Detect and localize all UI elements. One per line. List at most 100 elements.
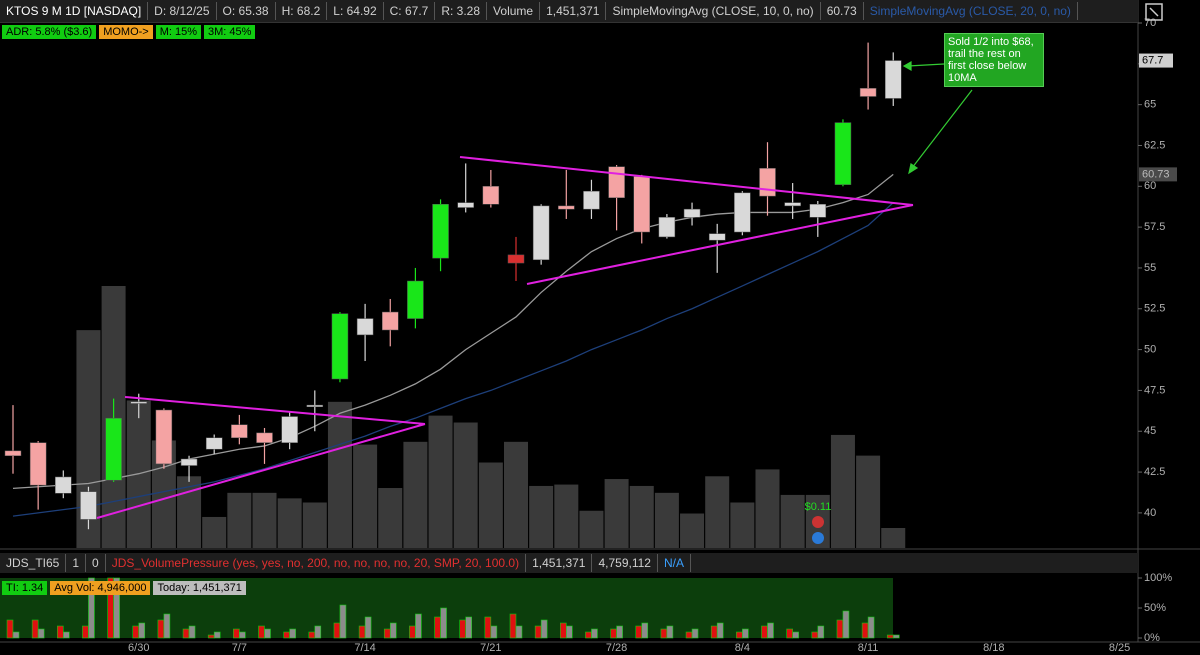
pressure-bar (666, 625, 674, 639)
candle-body (256, 432, 273, 443)
pressure-bar (308, 631, 316, 639)
pressure-bar (892, 634, 900, 639)
badge: M: 15% (155, 25, 202, 39)
pressure-bar (239, 631, 246, 639)
pressure-bar (867, 616, 875, 639)
volume-bar (604, 479, 629, 548)
event-icon[interactable] (812, 532, 824, 544)
candle-body (4, 450, 22, 456)
arrows (902, 60, 973, 175)
pressure-bar (258, 625, 265, 639)
candle-body (608, 166, 625, 198)
candle-body (407, 280, 424, 319)
pressure-bar (339, 604, 347, 639)
header-item: O: 65.38 (217, 2, 276, 20)
volume-bar (378, 488, 403, 548)
pressure-bar (12, 631, 20, 639)
candle-body (708, 233, 726, 241)
x-tick-label: 8/11 (858, 642, 879, 654)
pressure-bar (264, 628, 271, 639)
pressure-bar (484, 616, 492, 639)
volume-bar (327, 401, 352, 548)
pressure-bar (591, 628, 598, 639)
marks: 7067.56562.56057.55552.55047.54542.5406/… (4, 17, 1177, 654)
pressure-bar (767, 622, 774, 639)
pressure-bar (459, 619, 467, 639)
candle-body (683, 208, 701, 218)
x-tick-label: 7/21 (480, 642, 501, 654)
candle-body (356, 318, 374, 336)
candle-body (55, 476, 72, 494)
candle-body (205, 437, 223, 450)
volume-bar (277, 498, 302, 548)
volume-bar (654, 492, 679, 548)
legend-value: 60.73 (821, 2, 864, 20)
pressure-bar (886, 634, 894, 639)
trendlines (96, 156, 914, 519)
badge: 3M: 45% (204, 25, 256, 39)
candle-body (859, 88, 877, 97)
pressure-bar (62, 631, 70, 639)
candle-body (583, 190, 600, 210)
pressure-bar (515, 625, 523, 639)
volume-bar (353, 444, 378, 548)
candle-body (532, 205, 550, 261)
pressure-bar (641, 622, 649, 639)
pressure-bar (742, 628, 749, 639)
badge: TI: 1.34 (2, 581, 48, 595)
pressure-bar (710, 625, 718, 639)
volume-bar (202, 516, 227, 548)
candle-body (482, 186, 500, 205)
pressure-bar (761, 625, 768, 639)
y-tick-label: 45 (1144, 425, 1156, 437)
pressure-bar (861, 622, 869, 639)
x-tick-label: 8/18 (983, 642, 1004, 654)
x-tick-label: 7/14 (354, 642, 375, 654)
marker-label: $0.11 (805, 501, 832, 513)
candle-body (281, 416, 298, 443)
header-item: 1,451,371 (540, 2, 607, 20)
pressure-bar (811, 631, 819, 639)
x-tick-label: 7/7 (232, 642, 247, 654)
window-icon[interactable] (1145, 3, 1163, 21)
pressure-bar (289, 628, 296, 639)
y-tick-label: 42.5 (1144, 466, 1165, 478)
arrow-head (902, 60, 912, 72)
pressure-bar (6, 619, 14, 639)
pressure-bar (163, 613, 171, 639)
trendline (96, 423, 426, 519)
legend-entry: SimpleMovingAvg (CLOSE, 20, 0, no) (864, 2, 1078, 20)
pressure-bar (786, 628, 793, 639)
volume-bar (730, 502, 755, 548)
y-tick-label: 100% (1144, 572, 1172, 584)
x-tick-label: 6/30 (128, 642, 149, 654)
header-item: Volume (487, 2, 541, 20)
indicator-item: 4,759,112 (592, 554, 658, 572)
candle-body (382, 311, 399, 331)
pressure-bar (31, 619, 39, 639)
pressure-bar (685, 631, 693, 639)
badge-row: ADR: 5.8% ($3.6) MOMO-> M: 15% 3M: 45% (2, 25, 256, 39)
annotation: Sold 1/2 into $68, trail the rest on fir… (944, 33, 1044, 87)
pressure-bar (383, 628, 391, 639)
candle-body (457, 202, 474, 208)
pressure-bar (842, 610, 850, 639)
candle-body (834, 122, 852, 185)
event-icon[interactable] (812, 516, 824, 528)
indicator-item: 1,451,371 (526, 554, 593, 572)
candle-body (105, 417, 122, 481)
price-label: 67.7 (1142, 54, 1163, 66)
y-tick-label: 57.5 (1144, 221, 1165, 233)
y-tick-label: 62.5 (1144, 139, 1165, 151)
indicator-item: JDS_TI65 (0, 554, 67, 572)
candle-body (155, 409, 173, 465)
volume-bar (403, 441, 428, 548)
pressure-bar (415, 613, 422, 639)
header-item: C: 67.7 (384, 2, 436, 20)
candle-body (809, 204, 827, 218)
header-item: H: 68.2 (276, 2, 328, 20)
y-tick-label: 65 (1144, 99, 1156, 111)
x-tick-label: 8/4 (735, 642, 750, 654)
